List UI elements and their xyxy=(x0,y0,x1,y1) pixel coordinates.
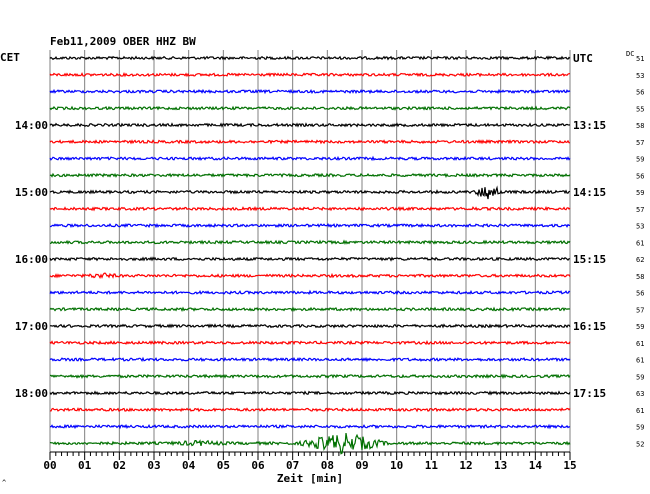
traces xyxy=(49,55,571,455)
left-hour-label: 17:00 xyxy=(15,320,48,333)
left-hour-labels: 14:00 15:00 16:00 17:00 18:00 xyxy=(15,119,48,400)
right-hour-label: 16:15 xyxy=(573,320,606,333)
trace-21 xyxy=(49,407,571,413)
trace-5 xyxy=(49,139,571,145)
x-axis-label: Zeit [min] xyxy=(277,472,343,485)
x-tick-label-10: 10 xyxy=(390,459,403,472)
dc-value-21: 61 xyxy=(636,407,644,415)
x-tick-label-09: 09 xyxy=(355,459,368,472)
right-hour-label: 13:15 xyxy=(573,119,606,132)
right-hour-label: 14:15 xyxy=(573,186,606,199)
dc-value-19: 59 xyxy=(636,373,644,381)
x-tick-label-05: 05 xyxy=(217,459,230,472)
trace-15 xyxy=(49,306,571,312)
dc-value-0: 51 xyxy=(636,55,644,63)
x-tick-label-04: 04 xyxy=(182,459,196,472)
trace-10 xyxy=(50,222,570,229)
dc-value-14: 56 xyxy=(636,290,644,298)
trace-16 xyxy=(49,323,571,329)
dc-values: 51 53 56 55 58 57 59 56 59 57 53 61 62 58 56 57 59 61 61 59… xyxy=(636,55,644,448)
x-tick-label-00: 00 xyxy=(43,459,56,472)
x-tick-label-11: 11 xyxy=(425,459,439,472)
trace-2 xyxy=(49,88,571,95)
trace-17 xyxy=(49,339,571,346)
x-axis: 00 01 02 03 04 05 06 07 08 09 10 11 12 13 14 15 xyxy=(43,452,577,472)
dc-value-22: 59 xyxy=(636,424,644,432)
left-hour-label: 14:00 xyxy=(15,119,48,132)
dc-value-9: 57 xyxy=(636,206,644,214)
x-tick-label-01: 01 xyxy=(78,459,92,472)
trace-4 xyxy=(49,122,571,128)
left-hour-label: 18:00 xyxy=(15,387,48,400)
x-tick-label-14: 14 xyxy=(529,459,543,472)
dc-value-3: 55 xyxy=(636,105,644,113)
dc-value-23: 52 xyxy=(636,440,644,448)
dc-value-15: 57 xyxy=(636,306,644,314)
trace-13 xyxy=(49,272,571,280)
x-tick-label-15: 15 xyxy=(563,459,576,472)
dc-value-20: 63 xyxy=(636,390,644,398)
trace-12 xyxy=(49,256,571,262)
trace-11 xyxy=(49,239,571,246)
corner-mark: ^ xyxy=(2,479,6,487)
dc-value-7: 56 xyxy=(636,172,644,180)
dc-value-10: 53 xyxy=(636,223,644,231)
dc-value-4: 58 xyxy=(636,122,644,130)
left-axis-label: CET xyxy=(0,51,20,64)
dc-value-6: 59 xyxy=(636,156,644,164)
right-hour-label: 17:15 xyxy=(573,387,606,400)
trace-18 xyxy=(49,356,571,363)
right-hour-labels: UTC 13:15 14:15 15:15 16:15 17:15 xyxy=(573,52,606,400)
x-tick-label-06: 06 xyxy=(251,459,265,472)
trace-7 xyxy=(49,172,571,178)
trace-20 xyxy=(49,390,571,396)
chart-title: Feb11,2009 OBER HHZ BW xyxy=(50,35,196,48)
trace-6 xyxy=(49,155,571,162)
trace-14 xyxy=(49,289,571,296)
x-tick-label-03: 03 xyxy=(147,459,160,472)
x-tick-label-07: 07 xyxy=(286,459,299,472)
dc-value-11: 61 xyxy=(636,239,644,247)
right-hour-label: 15:15 xyxy=(573,253,606,266)
trace-0 xyxy=(49,55,571,61)
dc-value-18: 61 xyxy=(636,357,644,365)
dc-value-13: 58 xyxy=(636,273,644,281)
dc-value-17: 61 xyxy=(636,340,644,348)
left-hour-label: 16:00 xyxy=(15,253,48,266)
dc-label: DC xyxy=(626,50,634,58)
left-hour-label: 15:00 xyxy=(15,186,48,199)
dc-value-1: 53 xyxy=(636,72,644,80)
dc-value-8: 59 xyxy=(636,189,644,197)
dc-value-5: 57 xyxy=(636,139,644,147)
trace-1 xyxy=(49,71,570,78)
x-tick-label-02: 02 xyxy=(113,459,126,472)
trace-22 xyxy=(49,423,571,430)
trace-23 xyxy=(49,432,571,455)
x-tick-label-12: 12 xyxy=(459,459,472,472)
trace-8 xyxy=(49,185,571,200)
trace-19 xyxy=(49,373,571,380)
dc-value-16: 59 xyxy=(636,323,644,331)
trace-9 xyxy=(49,205,571,212)
trace-3 xyxy=(49,105,571,111)
right-hour-label: UTC xyxy=(573,52,593,65)
x-tick-label-13: 13 xyxy=(494,459,507,472)
dc-value-2: 56 xyxy=(636,89,644,97)
x-tick-label-08: 08 xyxy=(321,459,334,472)
dc-value-12: 62 xyxy=(636,256,644,264)
